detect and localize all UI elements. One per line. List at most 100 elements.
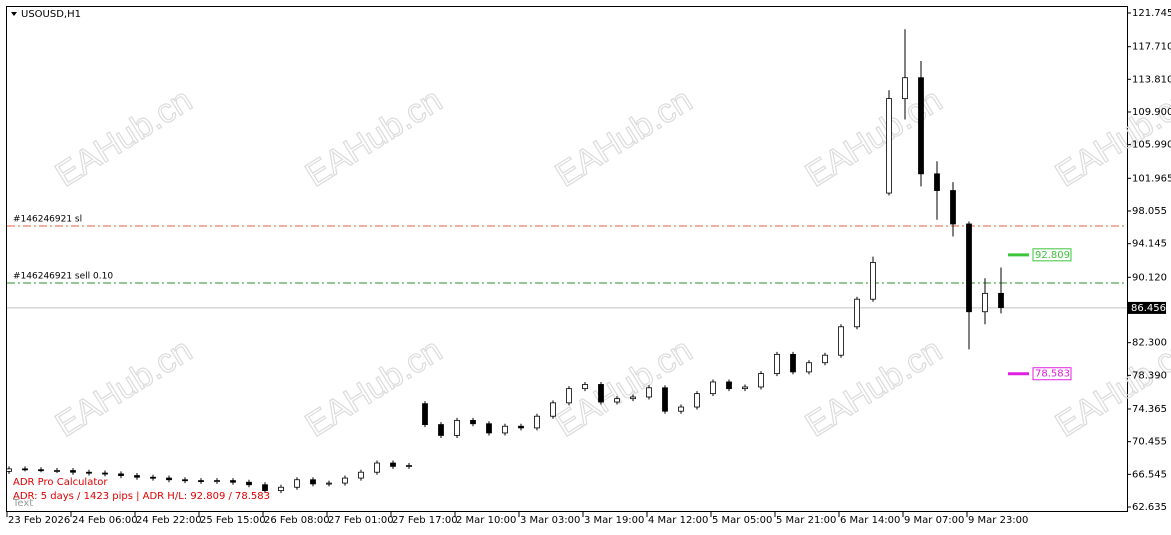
- candle-body: [710, 381, 716, 395]
- candle-body: [358, 471, 364, 479]
- candle-body: [502, 425, 508, 434]
- y-tick-label: 62.635: [1132, 502, 1167, 513]
- y-tick-label: 94.145: [1132, 239, 1167, 250]
- candle-body: [966, 223, 972, 313]
- candle-body: [454, 419, 460, 436]
- x-tick-label: 23 Feb 2026: [8, 515, 70, 526]
- x-tick-label: 27 Feb 17:00: [392, 515, 458, 526]
- y-tick-label: 70.455: [1132, 437, 1167, 448]
- candle-body: [662, 387, 668, 412]
- candle-body: [166, 477, 172, 481]
- candle-body: [646, 387, 652, 398]
- candle-body: [694, 393, 700, 408]
- candle-body: [118, 473, 124, 476]
- candle-body: [822, 354, 828, 364]
- candle-body: [294, 479, 300, 488]
- candle-body: [534, 415, 540, 429]
- price-tag-label: 86.456: [1131, 303, 1166, 314]
- y-tick-label: 121.745: [1132, 8, 1171, 19]
- x-tick-label: 24 Feb 06:00: [72, 515, 138, 526]
- candle-body: [326, 482, 332, 485]
- candle-body: [742, 386, 748, 390]
- y-tick-label: 74.365: [1132, 404, 1167, 415]
- indicator-title: ADR Pro Calculator: [13, 477, 108, 488]
- candle-body: [150, 476, 156, 479]
- y-tick-label: 90.120: [1132, 272, 1167, 283]
- candle-body: [406, 465, 412, 467]
- x-tick-label: 24 Feb 22:00: [136, 515, 202, 526]
- candle-body: [934, 173, 940, 191]
- candle-body: [598, 384, 604, 403]
- candle-body: [870, 262, 876, 300]
- candle-body: [998, 292, 1004, 308]
- y-tick-label: 101.965: [1132, 173, 1171, 184]
- x-tick-label: 5 Mar 05:00: [712, 515, 772, 526]
- candle-body: [918, 77, 924, 175]
- y-tick-label: 105.990: [1132, 140, 1171, 151]
- candle-body: [902, 77, 908, 100]
- candle-body: [310, 479, 316, 485]
- chart-title: USOUSD,H1: [21, 9, 81, 20]
- candle-body: [214, 480, 220, 482]
- x-tick-label: 6 Mar 14:00: [840, 515, 900, 526]
- candle-body: [518, 425, 524, 429]
- plot-frame: [6, 6, 1128, 512]
- candle-body: [22, 468, 28, 471]
- candle-body: [390, 462, 396, 467]
- y-tick-label: 109.900: [1132, 107, 1171, 118]
- y-tick-label: 117.710: [1132, 42, 1171, 53]
- x-tick-label: 5 Mar 21:00: [776, 515, 836, 526]
- candle-body: [726, 381, 732, 390]
- candle-body: [550, 402, 556, 417]
- x-tick-label: 9 Mar 23:00: [968, 515, 1028, 526]
- menu-arrow[interactable]: [11, 12, 17, 16]
- plot: #146246921 sl #146246921 sell 0.10 92.809 7…: [6, 29, 1127, 494]
- y-tick-label: 66.545: [1132, 469, 1167, 480]
- candle-body: [630, 396, 636, 400]
- candle-body: [262, 484, 268, 492]
- x-tick-label: 3 Mar 19:00: [584, 515, 644, 526]
- candle-body: [182, 479, 188, 482]
- candle-body: [470, 419, 476, 425]
- x-tick-label: 4 Mar 12:00: [648, 515, 708, 526]
- candle-body: [790, 353, 796, 373]
- candle-body: [230, 480, 236, 483]
- x-tick-label: 27 Feb 01:00: [328, 515, 394, 526]
- candle-body: [246, 481, 252, 486]
- candle-body: [886, 98, 892, 194]
- candle-body: [774, 353, 780, 374]
- adr-low-box: [1032, 367, 1072, 381]
- candle-body: [838, 326, 844, 356]
- candle-body: [86, 471, 92, 474]
- y-tick-label: 78.390: [1132, 370, 1167, 381]
- y-tick-label: 82.300: [1132, 338, 1167, 349]
- candle-body: [486, 423, 492, 434]
- adr-high-label: 92.809: [1035, 250, 1070, 261]
- x-tick-label: 3 Mar 03:00: [520, 515, 580, 526]
- x-tick-label: 2 Mar 10:00: [456, 515, 516, 526]
- y-tick-label: 98.055: [1132, 206, 1167, 217]
- candle-body: [614, 398, 620, 403]
- candle-body: [758, 373, 764, 388]
- trade-level-label: #146246921 sl: [13, 214, 82, 224]
- candle-body: [422, 403, 428, 425]
- object-text: Text: [12, 498, 33, 509]
- trade-level-label: #146246921 sell 0.10: [13, 271, 113, 281]
- price-tag: [1128, 301, 1166, 314]
- candle-body: [102, 472, 108, 475]
- candle-body: [582, 384, 588, 390]
- candle-body: [342, 477, 348, 484]
- candle-body: [70, 470, 76, 473]
- candle-body: [134, 475, 140, 478]
- indicator-text: ADR: 5 days / 1423 pips | ADR H/L: 92.80…: [13, 491, 270, 502]
- x-tick-label: 9 Mar 07:00: [904, 515, 964, 526]
- candle-body: [438, 424, 444, 436]
- x-tick-label: 26 Feb 08:00: [264, 515, 330, 526]
- candle-body: [806, 362, 812, 373]
- candle-body: [374, 462, 380, 473]
- candle-body: [950, 190, 956, 225]
- candle-body: [198, 480, 204, 482]
- candle-body: [54, 470, 60, 472]
